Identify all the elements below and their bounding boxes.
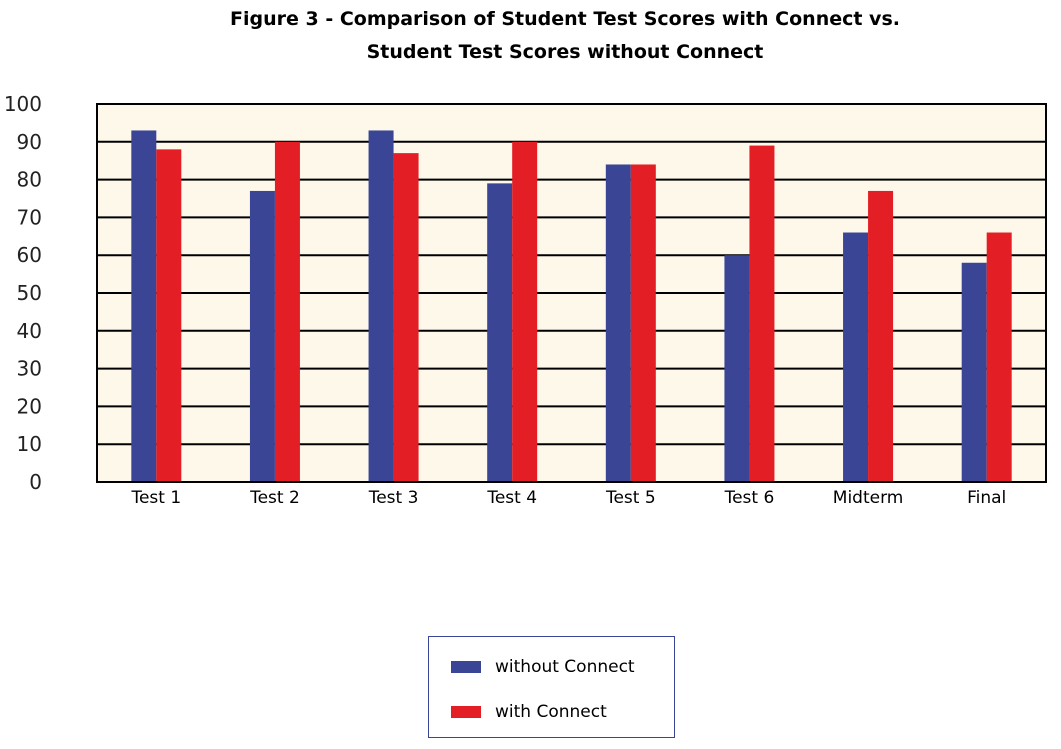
x-tick-label: Test 3 (368, 488, 419, 508)
y-tick-label: 100 (4, 92, 42, 116)
y-tick-label: 90 (17, 130, 42, 154)
x-tick-label: Midterm (833, 488, 904, 508)
legend-label-without-connect: without Connect (495, 657, 635, 677)
legend-swatch-with-connect (451, 706, 481, 718)
legend-swatch-without-connect (451, 661, 481, 673)
bar-with-connect (986, 232, 1012, 482)
bar-without-connect (249, 190, 275, 482)
bar-with-connect (393, 153, 419, 482)
x-tick-label: Final (967, 488, 1006, 508)
bar-without-connect (487, 183, 513, 482)
x-tick-label: Test 4 (486, 488, 537, 508)
x-tick-label: Test 1 (130, 488, 181, 508)
bar-with-connect (868, 190, 894, 482)
x-tick-label: Test 5 (605, 488, 656, 508)
bar-without-connect (131, 130, 157, 482)
bar-without-connect (961, 262, 987, 482)
bar-with-connect (630, 164, 656, 483)
bar-without-connect (605, 164, 631, 483)
y-tick-label: 40 (17, 319, 42, 343)
legend-label-with-connect: with Connect (495, 702, 607, 722)
y-tick-label: 0 (29, 470, 42, 494)
bar-with-connect (512, 141, 538, 483)
y-tick-label: 80 (17, 168, 42, 192)
legend-item-without-connect: without Connect (451, 657, 635, 677)
y-tick-label: 30 (17, 357, 42, 381)
bar-with-connect (749, 145, 775, 482)
y-tick-label: 10 (17, 432, 42, 456)
y-tick-label: 50 (17, 281, 42, 305)
chart-title-line-1: Figure 3 - Comparison of Student Test Sc… (230, 8, 900, 30)
bar-with-connect (274, 141, 300, 483)
y-tick-label: 20 (17, 394, 42, 418)
chart-legend: without Connect with Connect (428, 636, 675, 738)
legend-item-with-connect: with Connect (451, 702, 607, 722)
plot-frame (96, 103, 1047, 483)
bar-without-connect (843, 232, 869, 482)
y-tick-label: 60 (17, 243, 42, 267)
bar-with-connect (156, 149, 182, 483)
y-tick-label: 70 (17, 205, 42, 229)
x-tick-label: Test 2 (249, 488, 300, 508)
chart-title-line-2: Student Test Scores without Connect (366, 41, 764, 63)
bar-without-connect (368, 130, 394, 482)
bar-without-connect (724, 255, 750, 482)
x-tick-label: Test 6 (724, 488, 775, 508)
